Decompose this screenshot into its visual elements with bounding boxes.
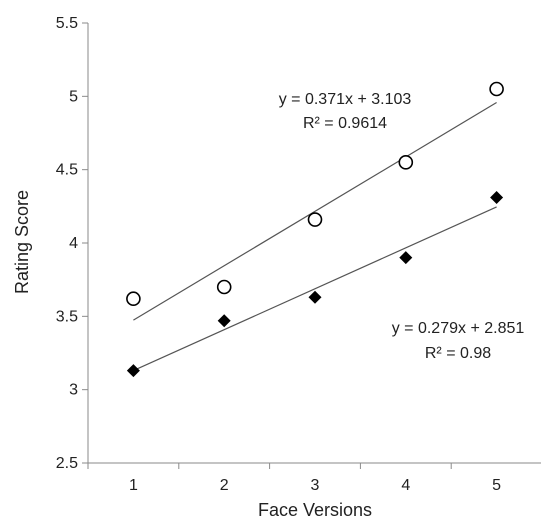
series-2-equation: y = 0.279x + 2.851 <box>392 320 525 337</box>
axes: 2.5 3 3.5 4 4.5 5 5.5 1 2 3 4 5 <box>56 15 541 494</box>
series-1-point <box>489 81 504 97</box>
trendline-series-2 <box>133 206 497 372</box>
y-tick-label: 4.5 <box>56 162 78 179</box>
x-tick-label: 1 <box>129 477 138 494</box>
trendline-series-1 <box>133 101 497 321</box>
series-1-point <box>307 212 323 227</box>
series-2-point <box>308 290 322 304</box>
series-2-point <box>490 191 504 205</box>
trendlines <box>133 101 497 372</box>
x-tick-label: 2 <box>220 477 229 494</box>
series-2-point <box>399 251 413 265</box>
x-axis-title: Face Versions <box>258 500 372 520</box>
series-1-point <box>126 291 141 307</box>
series-2-point <box>217 314 231 328</box>
series-1-r2: R² = 0.9614 <box>303 115 387 132</box>
series-2-r2: R² = 0.98 <box>425 345 491 362</box>
series-1-equation: y = 0.371x + 3.103 <box>279 91 412 108</box>
series-2-point <box>126 364 140 378</box>
y-tick-label: 2.5 <box>56 455 78 472</box>
y-tick-label: 5.5 <box>56 15 78 32</box>
y-axis-title: Rating Score <box>12 190 32 294</box>
x-tick-label: 4 <box>401 477 410 494</box>
y-tick-label: 5 <box>69 88 78 105</box>
x-tick-label: 3 <box>311 477 320 494</box>
x-tick-label: 5 <box>492 477 501 494</box>
y-tick-label: 4 <box>69 235 78 252</box>
y-tick-label: 3 <box>69 382 78 399</box>
data-points <box>126 81 504 378</box>
series-1-point <box>398 155 414 170</box>
y-tick-label: 3.5 <box>56 308 78 325</box>
series-1-point <box>216 279 232 295</box>
